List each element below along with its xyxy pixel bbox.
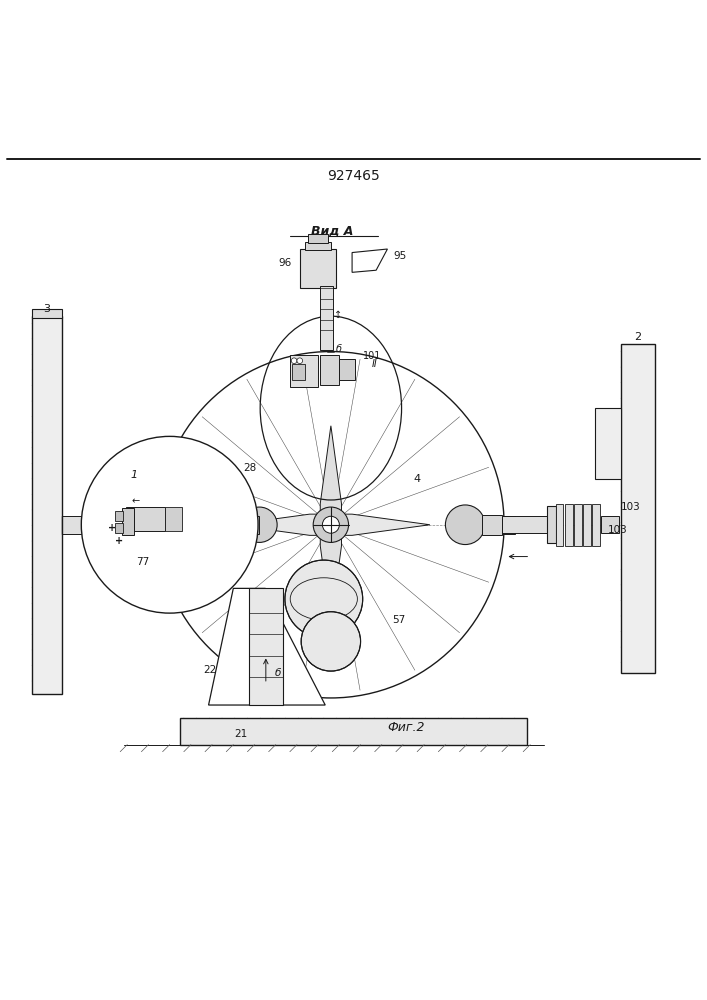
Text: 101: 101	[363, 351, 381, 361]
Text: 103: 103	[621, 502, 641, 512]
Polygon shape	[232, 514, 430, 535]
Circle shape	[313, 507, 349, 542]
Circle shape	[242, 507, 277, 542]
Text: ↕: ↕	[334, 310, 342, 320]
Bar	[320, 355, 339, 385]
Text: II: II	[372, 359, 378, 369]
Bar	[574, 504, 582, 546]
Text: 103: 103	[608, 525, 628, 535]
Bar	[300, 249, 336, 288]
Text: 95: 95	[393, 251, 407, 261]
Bar	[115, 511, 123, 521]
Text: +: +	[107, 523, 116, 533]
Circle shape	[291, 358, 297, 364]
Bar	[32, 309, 62, 318]
Bar	[308, 234, 328, 243]
Polygon shape	[320, 426, 341, 624]
Bar	[556, 504, 563, 546]
Circle shape	[81, 436, 258, 613]
Text: 22: 22	[203, 665, 216, 675]
Text: 927465: 927465	[327, 169, 380, 183]
Bar	[243, 516, 259, 534]
Bar	[601, 516, 619, 533]
Text: 4: 4	[414, 474, 421, 484]
Bar	[465, 516, 515, 534]
Text: 77: 77	[136, 557, 149, 567]
Bar	[502, 516, 548, 533]
Bar	[565, 504, 573, 546]
Bar	[115, 523, 123, 533]
Bar	[621, 344, 655, 673]
Bar	[126, 507, 165, 531]
Polygon shape	[209, 588, 325, 705]
Text: б: б	[274, 668, 281, 678]
Bar	[305, 242, 331, 250]
Text: Вид А: Вид А	[311, 225, 354, 238]
Circle shape	[301, 612, 361, 671]
Text: 28: 28	[243, 463, 257, 473]
Bar	[290, 355, 318, 387]
Text: +: +	[115, 536, 123, 546]
Text: 96: 96	[279, 258, 292, 268]
Text: 21: 21	[234, 729, 247, 739]
Bar	[339, 359, 355, 380]
Text: Фиг.2: Фиг.2	[387, 721, 425, 734]
Bar	[592, 504, 600, 546]
Bar	[320, 286, 333, 350]
Text: б: б	[336, 344, 341, 354]
Circle shape	[158, 352, 504, 698]
Circle shape	[445, 505, 485, 545]
Text: 2: 2	[634, 332, 641, 342]
Bar	[595, 408, 621, 479]
Text: 3: 3	[43, 304, 50, 314]
Bar	[583, 504, 591, 546]
Bar	[482, 515, 502, 535]
Bar	[249, 588, 283, 705]
Bar	[122, 508, 134, 535]
Bar	[62, 516, 118, 534]
Text: ←: ←	[132, 496, 140, 506]
Polygon shape	[352, 249, 387, 272]
Text: 1: 1	[131, 470, 138, 480]
Circle shape	[322, 516, 339, 533]
Bar	[180, 718, 527, 745]
Circle shape	[285, 560, 363, 638]
Bar	[292, 364, 305, 380]
Bar	[165, 507, 182, 531]
Circle shape	[297, 358, 303, 364]
Bar	[547, 506, 556, 543]
Text: 57: 57	[392, 615, 406, 625]
Bar	[32, 316, 62, 694]
